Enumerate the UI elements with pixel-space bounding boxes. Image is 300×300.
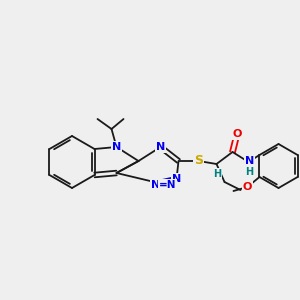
- Text: =N: =N: [159, 180, 176, 190]
- Text: O: O: [243, 182, 252, 192]
- Text: H: H: [245, 167, 253, 177]
- Text: O: O: [233, 129, 242, 139]
- Text: N: N: [151, 180, 160, 190]
- Text: N: N: [172, 174, 181, 184]
- Text: N: N: [245, 156, 254, 166]
- Text: N: N: [156, 142, 165, 152]
- Text: H: H: [214, 169, 222, 179]
- Text: N: N: [112, 142, 121, 152]
- Text: S: S: [194, 154, 203, 167]
